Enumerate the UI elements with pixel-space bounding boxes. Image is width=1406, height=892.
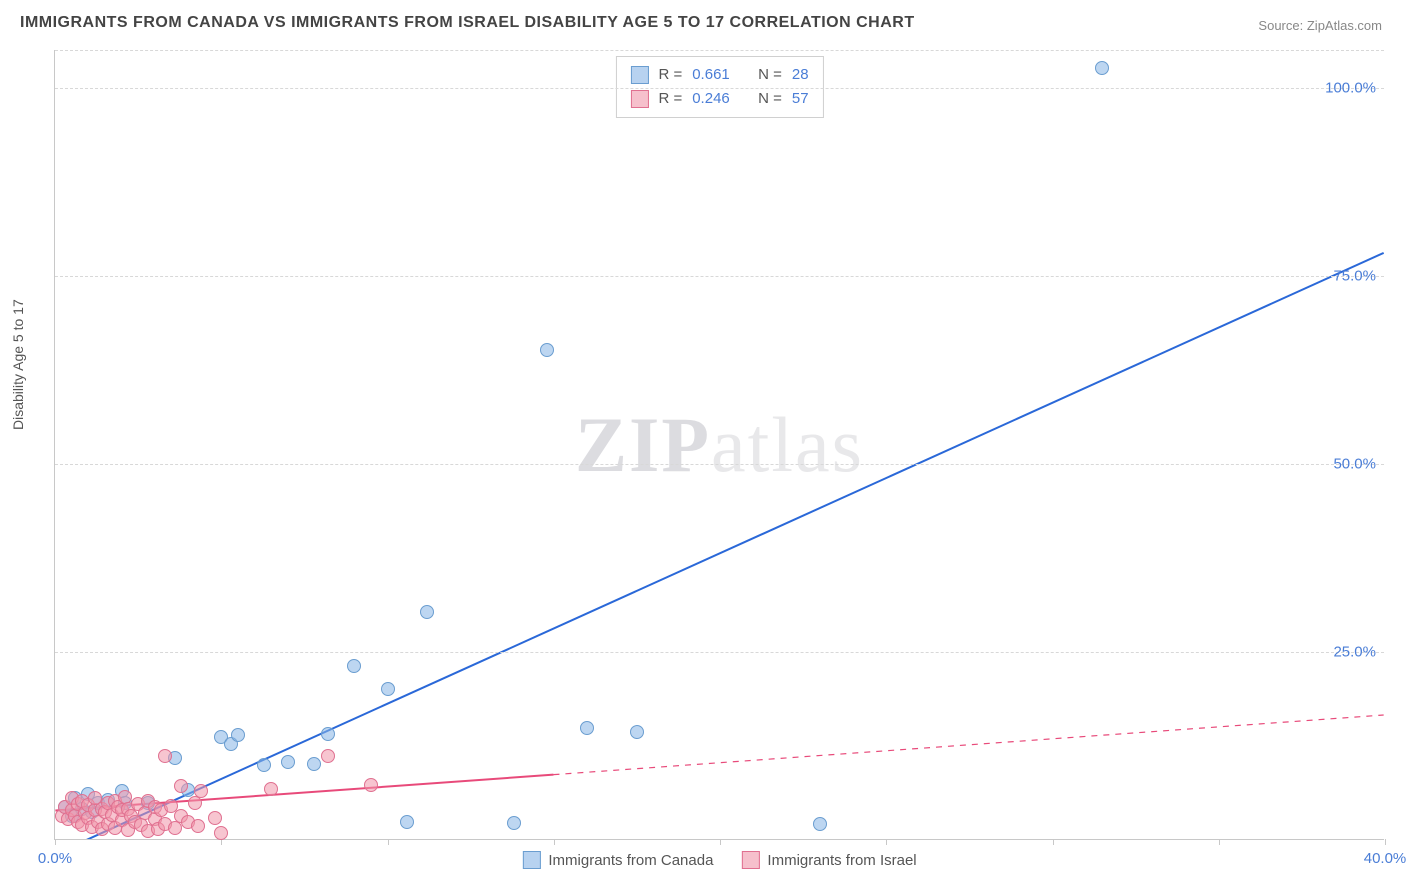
data-point <box>231 728 245 742</box>
legend-label: Immigrants from Israel <box>767 852 916 869</box>
gridline <box>55 88 1384 89</box>
chart-title: IMMIGRANTS FROM CANADA VS IMMIGRANTS FRO… <box>20 14 915 32</box>
r-label: R = <box>658 63 682 87</box>
x-tick <box>1385 839 1386 845</box>
data-point <box>400 815 414 829</box>
data-point <box>307 757 321 771</box>
swatch-blue-icon <box>522 851 540 869</box>
data-point <box>580 721 594 735</box>
r-label: R = <box>658 87 682 111</box>
trend-line <box>55 253 1383 839</box>
y-axis-label: Disability Age 5 to 17 <box>10 299 26 430</box>
x-tick <box>55 839 56 845</box>
x-tick-label: 0.0% <box>38 850 72 867</box>
y-tick-label: 25.0% <box>1333 643 1376 660</box>
data-point <box>158 749 172 763</box>
r-value-israel: 0.246 <box>692 87 730 111</box>
legend-series: Immigrants from Canada Immigrants from I… <box>522 851 916 869</box>
data-point <box>321 749 335 763</box>
data-point <box>630 725 644 739</box>
y-tick-label: 50.0% <box>1333 455 1376 472</box>
data-point <box>1095 61 1109 75</box>
data-point <box>420 605 434 619</box>
legend-item-israel: Immigrants from Israel <box>741 851 916 869</box>
data-point <box>191 819 205 833</box>
data-point <box>813 817 827 831</box>
legend-label: Immigrants from Canada <box>548 852 713 869</box>
watermark: ZIPatlas <box>575 400 864 490</box>
data-point <box>188 796 202 810</box>
data-point <box>281 755 295 769</box>
source-link[interactable]: ZipAtlas.com <box>1307 18 1382 33</box>
data-point <box>257 758 271 772</box>
plot-area: ZIPatlas R = 0.661 N = 28 R = 0.246 N = … <box>54 50 1384 840</box>
x-tick <box>388 839 389 845</box>
x-tick <box>720 839 721 845</box>
n-label: N = <box>758 87 782 111</box>
x-tick <box>1219 839 1220 845</box>
n-value-israel: 57 <box>792 87 809 111</box>
trend-line-dashed <box>553 715 1383 775</box>
data-point <box>214 826 228 840</box>
gridline <box>55 50 1384 51</box>
x-tick-label: 40.0% <box>1364 850 1406 867</box>
data-point <box>264 782 278 796</box>
data-point <box>347 659 361 673</box>
x-tick <box>1053 839 1054 845</box>
r-value-canada: 0.661 <box>692 63 730 87</box>
trendlines-layer <box>55 50 1384 839</box>
legend-item-canada: Immigrants from Canada <box>522 851 713 869</box>
data-point <box>540 343 554 357</box>
swatch-pink-icon <box>741 851 759 869</box>
data-point <box>364 778 378 792</box>
data-point <box>381 682 395 696</box>
x-tick <box>554 839 555 845</box>
data-point <box>194 784 208 798</box>
y-tick-label: 75.0% <box>1333 267 1376 284</box>
n-value-canada: 28 <box>792 63 809 87</box>
legend-stats-row: R = 0.246 N = 57 <box>630 87 808 111</box>
legend-stats-row: R = 0.661 N = 28 <box>630 63 808 87</box>
data-point <box>507 816 521 830</box>
gridline <box>55 464 1384 465</box>
swatch-pink-icon <box>630 90 648 108</box>
data-point <box>321 727 335 741</box>
swatch-blue-icon <box>630 66 648 84</box>
data-point <box>174 779 188 793</box>
x-tick <box>886 839 887 845</box>
data-point <box>208 811 222 825</box>
gridline <box>55 276 1384 277</box>
source-attribution: Source: ZipAtlas.com <box>1258 18 1382 33</box>
source-label: Source: <box>1258 18 1303 33</box>
gridline <box>55 652 1384 653</box>
n-label: N = <box>758 63 782 87</box>
y-tick-label: 100.0% <box>1325 79 1376 96</box>
